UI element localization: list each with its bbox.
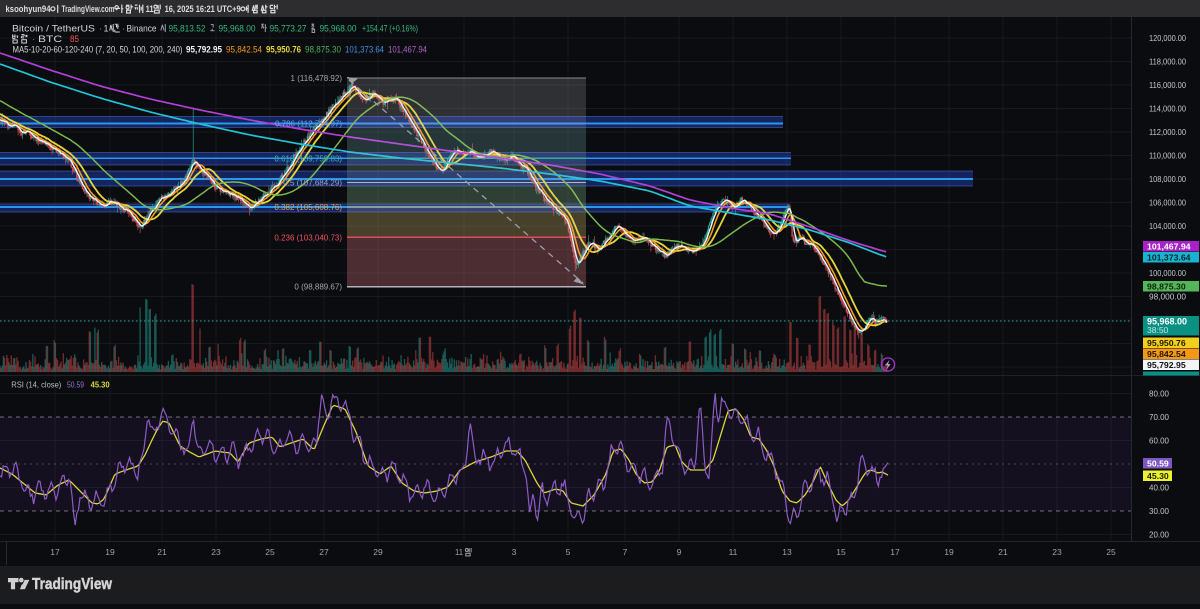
- svg-text:15: 15: [836, 547, 846, 557]
- svg-text:BTC: BTC: [38, 34, 63, 44]
- svg-text:95,950.76: 95,950.76: [266, 45, 301, 55]
- svg-text:MA5-10-20-60-120-240 (7, 20, 5: MA5-10-20-60-120-240 (7, 20, 50, 100, 20…: [13, 45, 183, 55]
- svg-text:0.618 (109,759.83): 0.618 (109,759.83): [274, 154, 342, 163]
- svg-text:TradingView: TradingView: [32, 576, 113, 593]
- svg-text:101,467.94: 101,467.94: [1147, 241, 1191, 251]
- svg-text:·: ·: [32, 34, 35, 44]
- svg-text:120,000.00: 120,000.00: [1149, 33, 1186, 43]
- svg-text:9: 9: [677, 547, 682, 557]
- svg-text:21: 21: [998, 547, 1008, 557]
- svg-text:19: 19: [105, 547, 115, 557]
- svg-text:45.30: 45.30: [1147, 471, 1169, 481]
- svg-text:13: 13: [782, 547, 792, 557]
- svg-text:98,000.00: 98,000.00: [1149, 291, 1186, 301]
- svg-text:16, 2025 16:21 UTC+9: 16, 2025 16:21 UTC+9: [165, 4, 241, 15]
- svg-text:0.236 (103,040.73): 0.236 (103,040.73): [274, 233, 342, 242]
- svg-text:Binance: Binance: [127, 24, 157, 34]
- svg-text:95,792.95: 95,792.95: [186, 45, 222, 55]
- svg-text:118,000.00: 118,000.00: [1149, 56, 1186, 66]
- svg-text:17: 17: [890, 547, 900, 557]
- svg-text:7: 7: [623, 547, 628, 557]
- svg-text:29: 29: [373, 547, 383, 557]
- svg-text:80.00: 80.00: [1149, 388, 1169, 398]
- svg-text:112,000.00: 112,000.00: [1149, 127, 1186, 137]
- svg-text:95,950.76: 95,950.76: [1147, 338, 1186, 348]
- svg-text:1 (116,478.92): 1 (116,478.92): [291, 74, 343, 83]
- svg-text:114,000.00: 114,000.00: [1149, 103, 1186, 113]
- svg-text:116,000.00: 116,000.00: [1149, 80, 1186, 90]
- svg-text:11: 11: [146, 4, 155, 15]
- svg-text:21: 21: [157, 547, 167, 557]
- svg-text:110,000.00: 110,000.00: [1149, 150, 1186, 160]
- svg-text:95,773.27: 95,773.27: [270, 24, 307, 34]
- svg-text:108,000.00: 108,000.00: [1149, 174, 1186, 184]
- svg-text:95,792.95: 95,792.95: [1147, 360, 1186, 370]
- svg-text:38:50: 38:50: [1147, 325, 1169, 335]
- svg-text:100,000.00: 100,000.00: [1149, 268, 1186, 278]
- svg-text:23: 23: [211, 547, 221, 557]
- svg-text:25: 25: [1106, 547, 1116, 557]
- svg-text:95,842.54: 95,842.54: [1147, 349, 1186, 359]
- svg-text:50.59: 50.59: [67, 380, 84, 390]
- svg-text:TradingView.com: TradingView.com: [62, 4, 115, 15]
- svg-text:20.00: 20.00: [1149, 529, 1169, 539]
- svg-text:27: 27: [319, 547, 329, 557]
- svg-text:106,000.00: 106,000.00: [1149, 197, 1186, 207]
- svg-text:70.00: 70.00: [1149, 412, 1169, 422]
- svg-text:Bitcoin / TetherUS: Bitcoin / TetherUS: [12, 24, 95, 34]
- svg-text:11: 11: [729, 547, 738, 557]
- svg-text:11: 11: [455, 547, 463, 557]
- svg-text:·: ·: [99, 24, 102, 34]
- svg-text:0.382 (105,608.76): 0.382 (105,608.76): [274, 203, 342, 212]
- svg-text:40.00: 40.00: [1149, 482, 1169, 492]
- svg-text:95,968.00: 95,968.00: [320, 24, 357, 34]
- svg-text:1: 1: [104, 24, 109, 34]
- svg-text:60.00: 60.00: [1149, 435, 1169, 445]
- svg-text:45.30: 45.30: [91, 380, 110, 390]
- svg-text:95,968.00: 95,968.00: [1147, 316, 1187, 326]
- svg-text:23: 23: [1052, 547, 1062, 557]
- svg-text:+154.47 (+0.16%): +154.47 (+0.16%): [362, 24, 418, 34]
- svg-text:19: 19: [944, 547, 954, 557]
- svg-text:50.59: 50.59: [1147, 458, 1169, 468]
- svg-text:·: ·: [122, 24, 125, 34]
- svg-text:85: 85: [70, 34, 79, 44]
- svg-text:17: 17: [50, 547, 60, 557]
- svg-text:95,813.52: 95,813.52: [169, 24, 206, 34]
- svg-text:RSI (14, close): RSI (14, close): [11, 380, 61, 390]
- svg-text:5: 5: [566, 547, 571, 557]
- svg-text:98,875.30: 98,875.30: [1147, 281, 1186, 291]
- svg-text:95,842.54: 95,842.54: [226, 45, 262, 55]
- svg-text:25: 25: [265, 547, 275, 557]
- svg-text:0.786 (112,714.97): 0.786 (112,714.97): [275, 119, 342, 128]
- svg-text:101,373.64: 101,373.64: [1147, 252, 1191, 262]
- svg-text:3: 3: [512, 547, 517, 557]
- svg-text:104,000.00: 104,000.00: [1149, 221, 1186, 231]
- svg-text:101,467.94: 101,467.94: [388, 45, 427, 55]
- svg-text:30.00: 30.00: [1149, 506, 1169, 516]
- svg-text:95,968.00: 95,968.00: [219, 24, 256, 34]
- svg-text:0.5 (107,684.29): 0.5 (107,684.29): [283, 179, 342, 188]
- svg-text:101,373.64: 101,373.64: [345, 45, 384, 55]
- svg-text:98,875.30: 98,875.30: [305, 45, 341, 55]
- svg-text:0 (98,889.67): 0 (98,889.67): [294, 283, 342, 292]
- svg-text:ksoohyun94: ksoohyun94: [6, 4, 52, 15]
